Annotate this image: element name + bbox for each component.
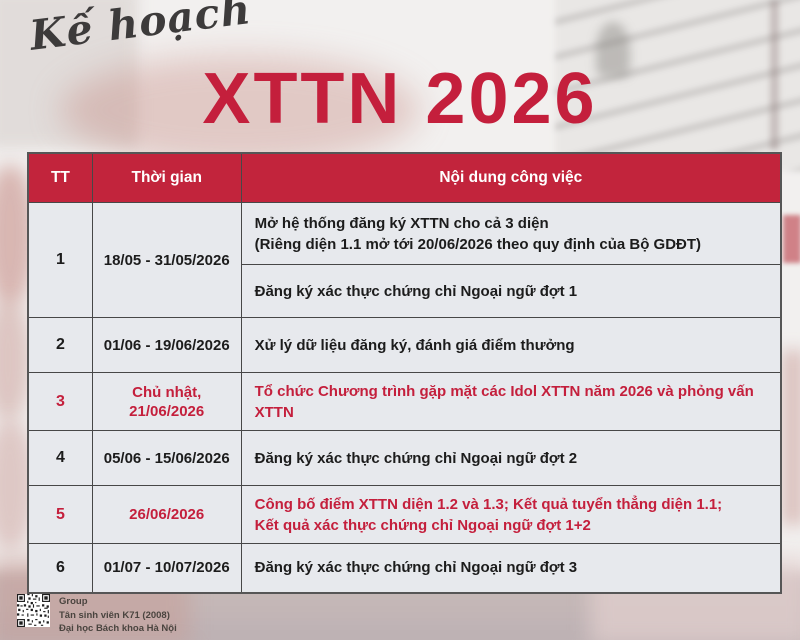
content-cell: Đăng ký xác thực chứng chỉ Ngoại ngữ đợt… xyxy=(240,430,782,486)
time-cell: 18/05 - 31/05/2026 xyxy=(91,202,242,318)
table-row: 1 18/05 - 31/05/2026 Mở hệ thống đăng ký… xyxy=(27,202,782,318)
time-text: 18/05 - 31/05/2026 xyxy=(103,251,230,269)
content-line: Đăng ký xác thực chứng chỉ Ngoại ngữ đợt… xyxy=(254,282,578,300)
background-foliage-right xyxy=(782,350,800,525)
time-cell: 01/07 - 10/07/2026 xyxy=(91,543,242,593)
row-number-cell: 4 xyxy=(27,430,93,486)
content-cell: Xử lý dữ liệu đăng ký, đánh giá điểm thư… xyxy=(240,317,782,373)
content-line: Đăng ký xác thực chứng chỉ Ngoại ngữ đợt… xyxy=(254,449,578,467)
content-cell: Đăng ký xác thực chứng chỉ Ngoại ngữ đợt… xyxy=(240,543,782,593)
row-number-cell: 3 xyxy=(27,372,93,431)
time-text: 21/06/2026 xyxy=(129,402,205,420)
footer-group-label: Group xyxy=(59,596,88,607)
header-cell-time: Thời gian xyxy=(91,152,242,203)
row-number-cell: 1 xyxy=(27,202,93,318)
content-subcell: Đăng ký xác thực chứng chỉ Ngoại ngữ đợt… xyxy=(242,265,780,317)
time-text: Chủ nhật, xyxy=(132,383,202,401)
page-title: XTTN 2026 xyxy=(202,59,598,139)
time-cell: 05/06 - 15/06/2026 xyxy=(91,430,242,486)
content-subcell: Mở hệ thống đăng ký XTTN cho cả 3 diện (… xyxy=(242,204,780,265)
table-row-highlighted: 3 Chủ nhật, 21/06/2026 Tổ chức Chương tr… xyxy=(27,372,782,431)
time-cell: Chủ nhật, 21/06/2026 xyxy=(91,372,242,431)
table-row: 6 01/07 - 10/07/2026 Đăng ký xác thực ch… xyxy=(27,543,782,593)
schedule-table: TT Thời gian Nội dung công việc 1 18/05 … xyxy=(27,152,782,594)
content-line: (Riêng diện 1.1 mở tới 20/06/2026 theo q… xyxy=(254,235,702,253)
footer: Group Tân sinh viên K71 (2008) Đại học B… xyxy=(17,594,177,636)
row-number-cell: 6 xyxy=(27,543,93,593)
table-row: 4 05/06 - 15/06/2026 Đăng ký xác thực ch… xyxy=(27,430,782,486)
table-row: 2 01/06 - 19/06/2026 Xử lý dữ liệu đăng … xyxy=(27,317,782,373)
content-line: Tổ chức Chương trình gặp mặt các Idol XT… xyxy=(254,382,754,421)
row-number-cell: 2 xyxy=(27,317,93,373)
header-cell-content: Nội dung công việc xyxy=(240,152,782,203)
table-header-row: TT Thời gian Nội dung công việc xyxy=(27,152,782,203)
time-cell: 26/06/2026 xyxy=(91,485,242,544)
content-line: Kết quả xác thực chứng chỉ Ngoại ngữ đợt… xyxy=(254,516,591,534)
time-cell: 01/06 - 19/06/2026 xyxy=(91,317,242,373)
content-line: Công bố điểm XTTN diện 1.2 và 1.3; Kết q… xyxy=(254,495,723,513)
content-line: Mở hệ thống đăng ký XTTN cho cả 3 diện xyxy=(254,214,549,232)
header-cell-tt: TT xyxy=(27,152,93,203)
row-number-cell: 5 xyxy=(27,485,93,544)
content-cell: Công bố điểm XTTN diện 1.2 và 1.3; Kết q… xyxy=(240,485,782,544)
content-cell: Tổ chức Chương trình gặp mặt các Idol XT… xyxy=(240,372,782,431)
content-line: Xử lý dữ liệu đăng ký, đánh giá điểm thư… xyxy=(254,336,575,354)
background-red-patch xyxy=(783,215,800,263)
footer-cohort-label: Tân sinh viên K71 (2008) xyxy=(59,609,170,621)
footer-text: Group Tân sinh viên K71 (2008) Đại học B… xyxy=(59,594,177,636)
title-script: Kế hoạch xyxy=(27,0,254,60)
background-foliage-left xyxy=(0,300,30,420)
content-line: Đăng ký xác thực chứng chỉ Ngoại ngữ đợt… xyxy=(254,559,578,577)
table-row-highlighted: 5 26/06/2026 Công bố điểm XTTN diện 1.2 … xyxy=(27,485,782,544)
content-cell: Mở hệ thống đăng ký XTTN cho cả 3 diện (… xyxy=(240,202,782,318)
qr-code xyxy=(17,594,50,627)
footer-university-label: Đại học Bách khoa Hà Nội xyxy=(59,623,177,634)
